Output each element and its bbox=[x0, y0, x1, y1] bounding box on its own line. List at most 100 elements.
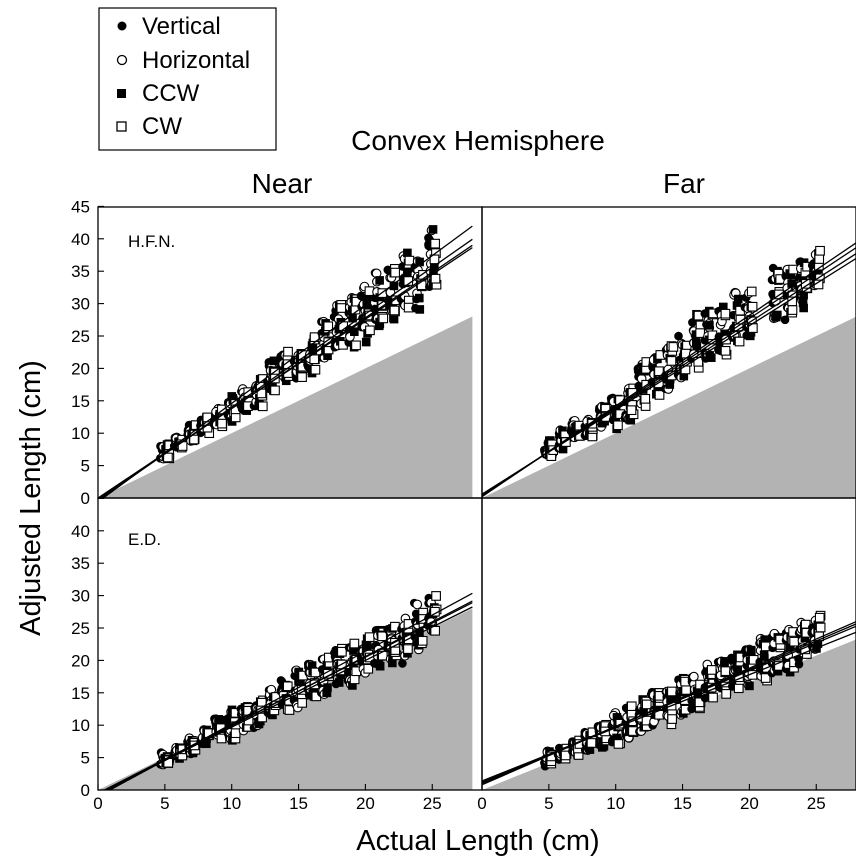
point-open-square bbox=[309, 354, 320, 365]
point-filled-circle bbox=[674, 331, 683, 341]
point-open-square bbox=[814, 612, 825, 623]
point-filled-square bbox=[200, 738, 210, 748]
point-open-square bbox=[654, 390, 665, 400]
point-open-square bbox=[721, 689, 732, 699]
y-axis-label: Adjusted Length (cm) bbox=[15, 360, 47, 636]
point-filled-square bbox=[639, 707, 648, 716]
point-open-square bbox=[815, 245, 825, 256]
point-open-square bbox=[297, 372, 307, 382]
panel-frames bbox=[97, 206, 856, 791]
point-open-square bbox=[560, 750, 571, 761]
point-open-square bbox=[733, 683, 744, 694]
x-tick-label: 0 bbox=[477, 794, 486, 813]
legend-marker-vertical bbox=[117, 21, 127, 31]
point-open-square bbox=[613, 739, 624, 749]
x-tick-label: 15 bbox=[673, 794, 692, 813]
point-filled-square bbox=[428, 225, 438, 234]
regression-line-ccw bbox=[482, 623, 856, 785]
legend-marker-horizontal bbox=[116, 54, 128, 66]
point-filled-square bbox=[349, 660, 358, 670]
x-tick-label: 25 bbox=[423, 794, 442, 813]
point-open-square bbox=[365, 325, 375, 336]
y-tick-label: 35 bbox=[71, 262, 90, 281]
point-open-square bbox=[695, 328, 705, 338]
point-open-square bbox=[270, 385, 280, 396]
regression-line-cw bbox=[98, 247, 473, 498]
point-open-square bbox=[667, 714, 677, 724]
point-filled-square bbox=[813, 639, 823, 648]
plot-area bbox=[482, 610, 856, 790]
point-filled-square bbox=[691, 338, 701, 348]
legend-label-vertical: Vertical bbox=[142, 13, 221, 40]
panel-far-bottom bbox=[482, 610, 856, 790]
column-title-near: Near bbox=[252, 168, 313, 199]
shaded-region bbox=[482, 639, 856, 790]
point-filled-square bbox=[361, 640, 371, 650]
point-filled-square bbox=[707, 353, 716, 362]
panel-far-top bbox=[482, 242, 856, 498]
point-filled-square bbox=[350, 327, 359, 337]
regression-line-ccw bbox=[104, 606, 473, 790]
x-tick-label: 0 bbox=[93, 794, 102, 813]
point-open-square bbox=[814, 254, 825, 264]
legend-label-cw: CW bbox=[142, 113, 182, 140]
x-tick-label: 5 bbox=[544, 794, 553, 813]
point-filled-square bbox=[361, 337, 371, 347]
point-filled-square bbox=[666, 694, 675, 704]
point-open-square bbox=[708, 692, 718, 703]
point-filled-square bbox=[612, 733, 621, 743]
point-open-square bbox=[641, 699, 652, 710]
x-tick-label: 25 bbox=[807, 794, 826, 813]
y-tick-label: 25 bbox=[71, 619, 90, 638]
point-filled-square bbox=[799, 290, 808, 300]
point-filled-square bbox=[787, 279, 796, 288]
regression-line-cw bbox=[102, 602, 473, 790]
point-filled-square bbox=[388, 658, 397, 668]
subject-label-hfn: H.F.N. bbox=[128, 232, 175, 251]
scatter-points bbox=[156, 591, 442, 770]
point-filled-square bbox=[430, 262, 439, 272]
point-filled-square bbox=[732, 301, 742, 310]
y-tick-label: 10 bbox=[71, 716, 90, 735]
x-tick-label: 5 bbox=[160, 794, 169, 813]
point-open-square bbox=[323, 321, 334, 332]
point-open-square bbox=[626, 701, 637, 712]
point-filled-square bbox=[747, 646, 756, 656]
point-filled-square bbox=[799, 303, 808, 313]
y-tick-label: 45 bbox=[71, 197, 90, 216]
point-open-square bbox=[257, 712, 267, 723]
point-open-square bbox=[336, 303, 347, 313]
point-open-square bbox=[720, 345, 731, 356]
point-open-square bbox=[430, 625, 440, 636]
point-open-square bbox=[377, 631, 388, 642]
regression-lines bbox=[482, 620, 856, 786]
point-open-square bbox=[668, 342, 679, 352]
point-filled-square bbox=[403, 248, 412, 258]
point-filled-square bbox=[389, 314, 399, 324]
point-filled-square bbox=[375, 276, 384, 285]
point-open-square bbox=[431, 591, 441, 601]
point-open-square bbox=[667, 686, 677, 697]
point-open-square bbox=[230, 728, 241, 739]
panel-near-top bbox=[98, 225, 473, 498]
y-tick-label: 15 bbox=[71, 684, 90, 703]
x-axis-label: Actual Length (cm) bbox=[356, 825, 599, 857]
point-open-square bbox=[390, 267, 400, 278]
y-tick-label: 30 bbox=[71, 587, 90, 606]
point-filled-square bbox=[612, 713, 622, 722]
point-filled-square bbox=[718, 302, 728, 312]
point-open-square bbox=[364, 632, 375, 643]
point-filled-square bbox=[665, 380, 675, 389]
plot-area bbox=[98, 225, 473, 498]
point-open-square bbox=[760, 673, 771, 683]
point-open-square bbox=[789, 636, 799, 647]
point-open-square bbox=[337, 646, 347, 657]
legend: Vertical Horizontal CCW CW bbox=[98, 7, 277, 151]
point-open-square bbox=[297, 698, 307, 708]
point-open-square bbox=[747, 301, 758, 312]
point-open-square bbox=[626, 405, 637, 416]
y-tick-label: 20 bbox=[71, 359, 90, 378]
point-filled-square bbox=[415, 257, 424, 267]
shaded-region bbox=[98, 316, 473, 498]
